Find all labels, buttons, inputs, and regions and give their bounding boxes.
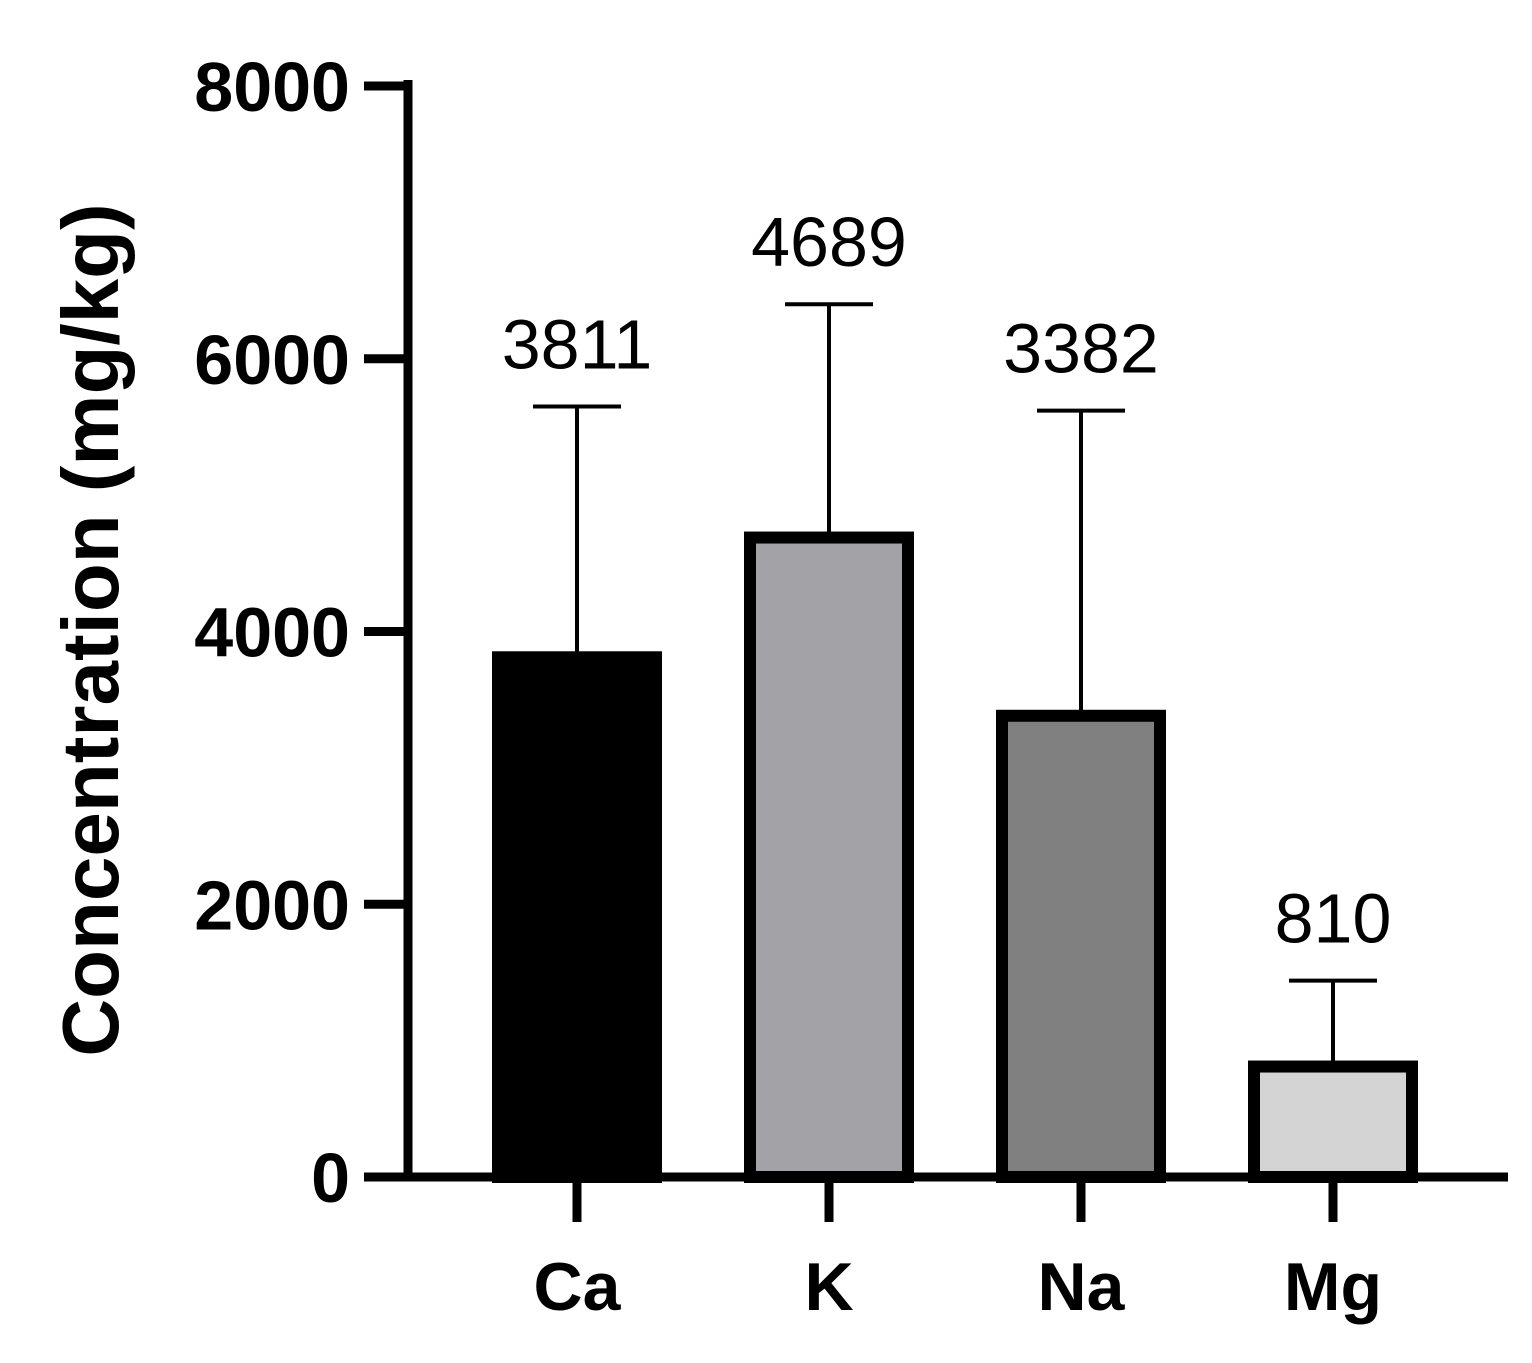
bars: [492, 531, 1418, 1184]
y-axis-ticks: 0 2000 4000 6000 8000: [194, 48, 408, 1217]
x-tick-label-ca: Ca: [534, 1249, 622, 1325]
bar-k: [744, 531, 914, 1183]
bar-na: [996, 709, 1166, 1183]
error-bars: [533, 302, 1377, 1067]
y-tick-label: 8000: [194, 48, 350, 126]
x-tick-label-na: Na: [1038, 1249, 1126, 1325]
data-label-mg: 810: [1275, 880, 1392, 958]
y-tick-label: 6000: [194, 321, 350, 399]
y-tick-label: 4000: [194, 594, 350, 672]
bar-ca: [492, 651, 662, 1183]
data-label-k: 4689: [751, 203, 907, 281]
x-tick-label-mg: Mg: [1284, 1249, 1382, 1325]
data-labels: 3811 4689 3382 810: [502, 203, 1392, 957]
bar-mg: [1248, 1060, 1418, 1184]
x-tick-label-k: K: [804, 1249, 853, 1325]
x-axis-ticks: Ca K Na Mg: [534, 1177, 1382, 1325]
y-tick-label: 2000: [194, 866, 350, 944]
y-axis-title: Concentration (mg/kg): [46, 203, 135, 1056]
data-label-na: 3382: [1003, 310, 1159, 388]
y-tick-label: 0: [311, 1139, 350, 1217]
data-label-ca: 3811: [502, 305, 653, 383]
